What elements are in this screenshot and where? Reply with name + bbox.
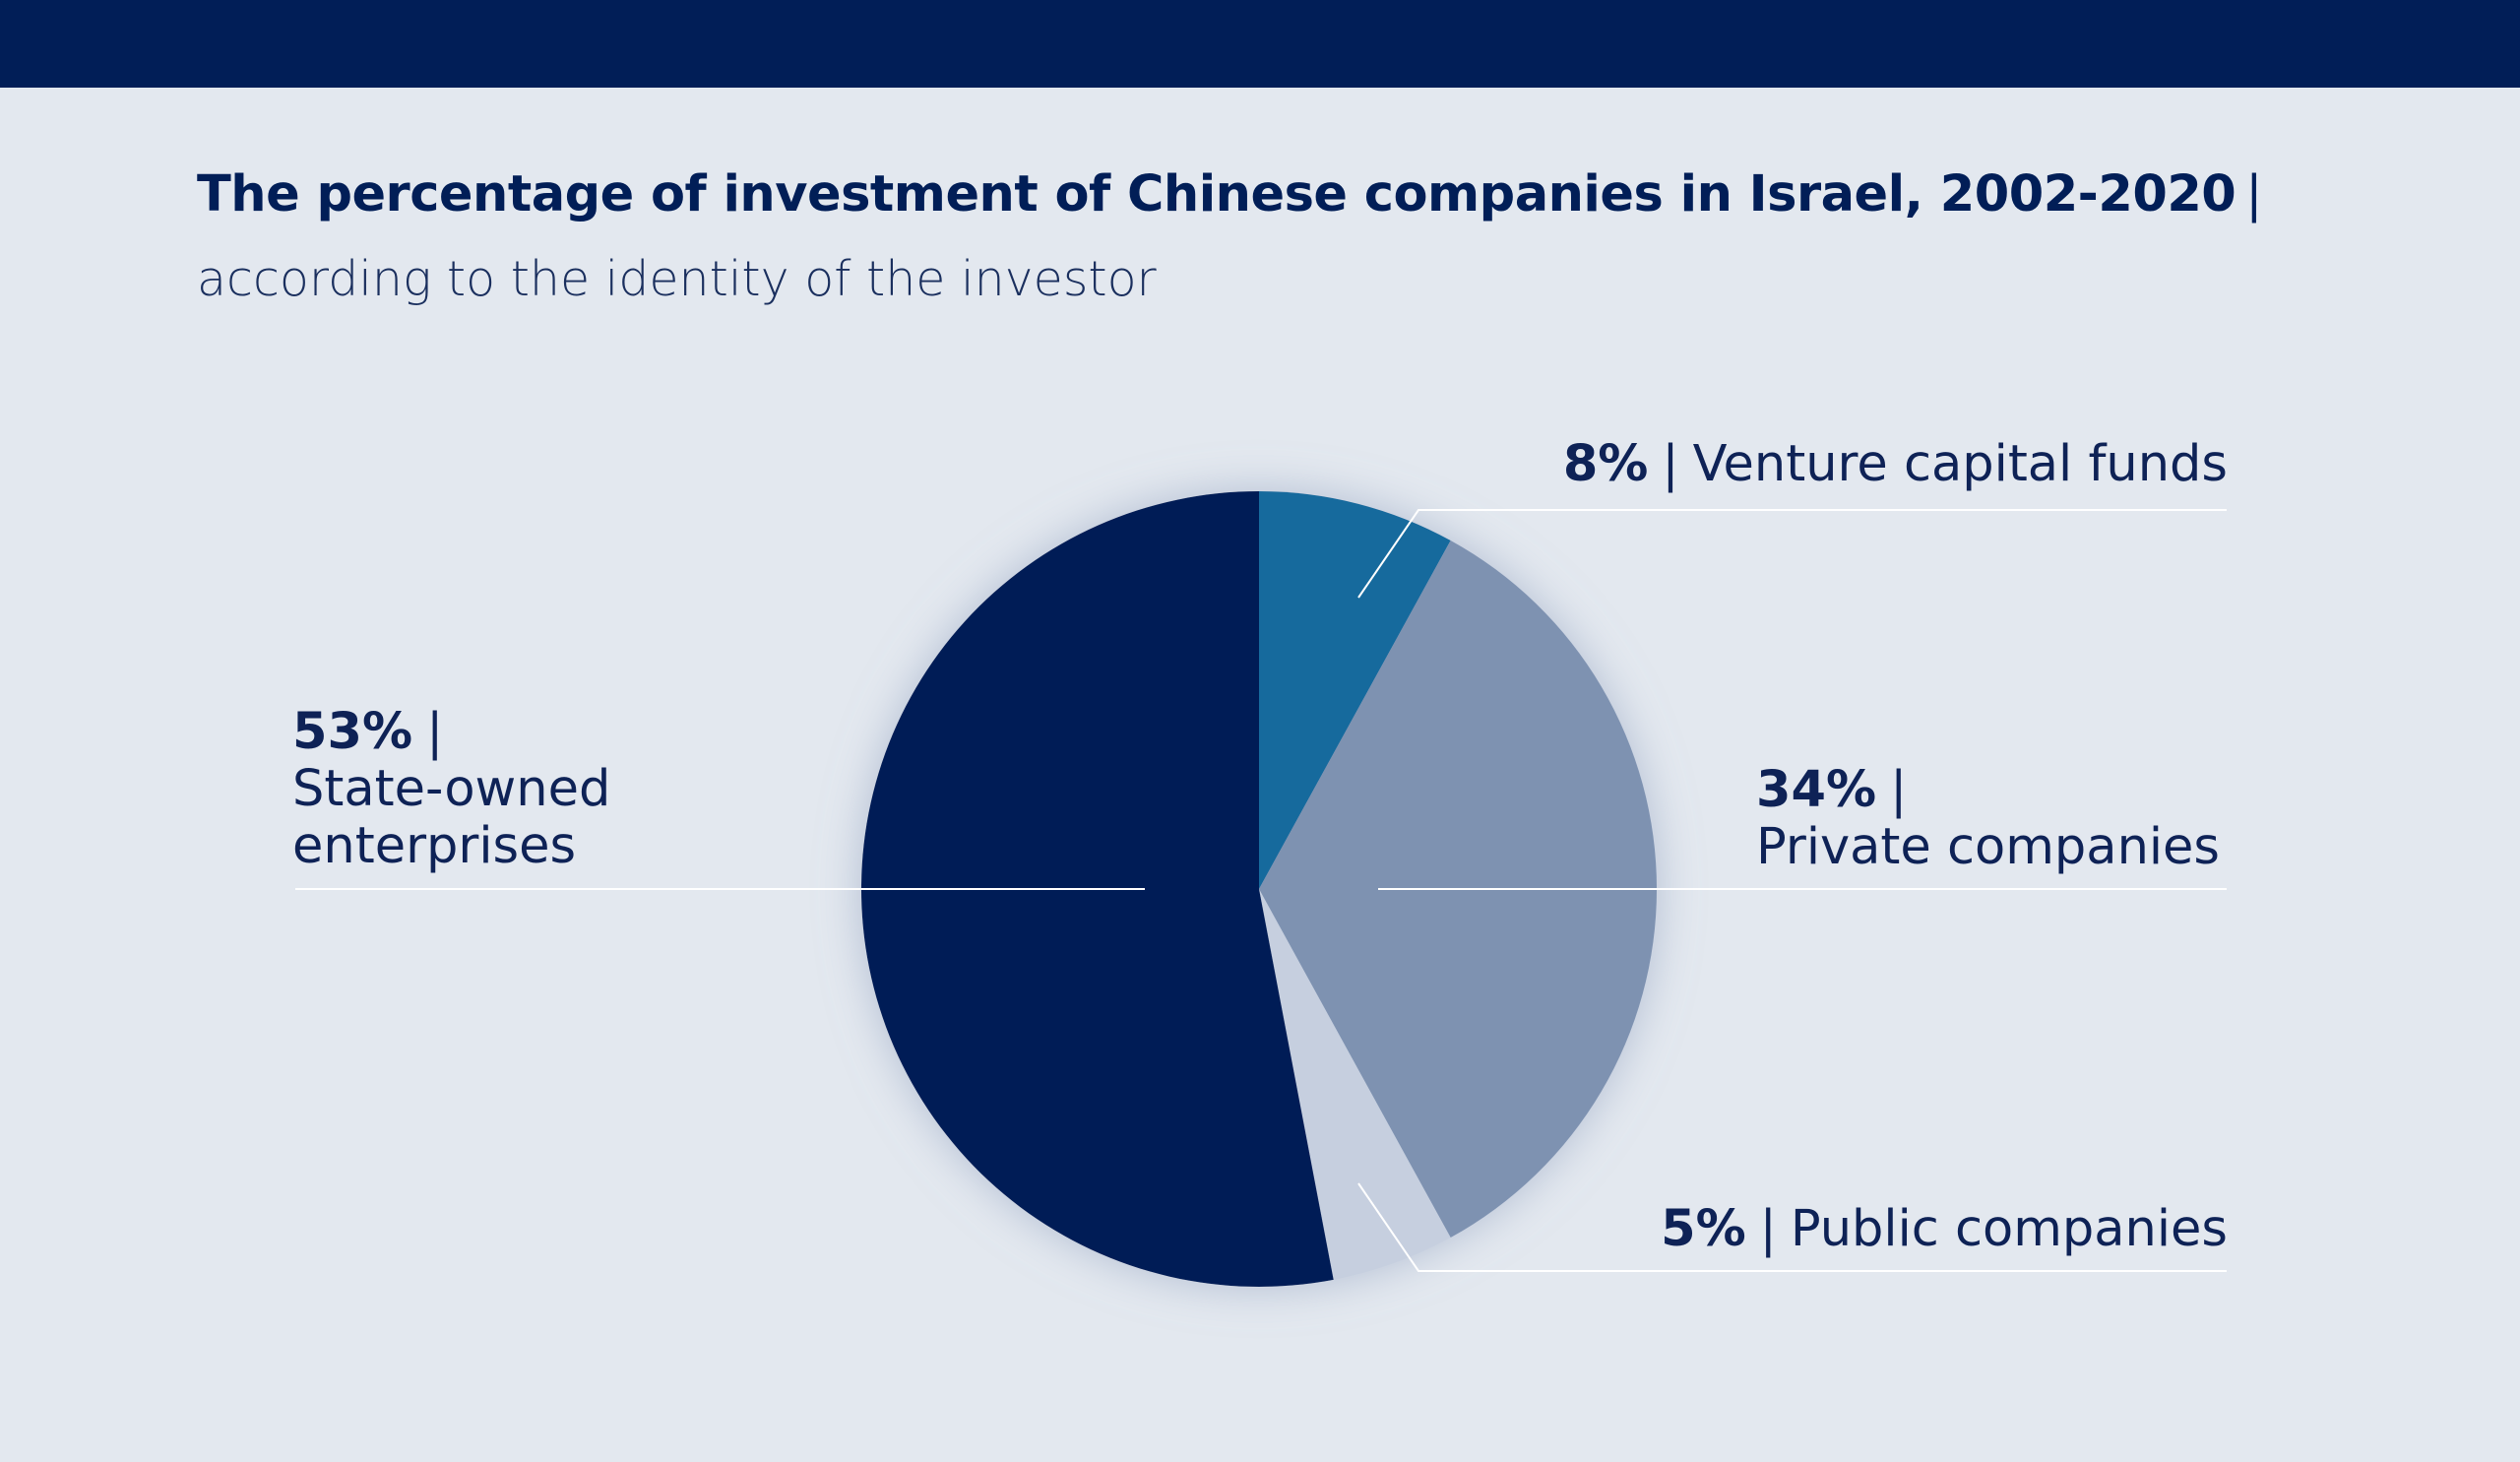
label-separator: | <box>1890 761 1908 819</box>
chart-subtitle: according to the identity of the investo… <box>197 251 1157 307</box>
chart-title: The percentage of investment of Chinese … <box>197 165 2262 223</box>
leader-line-venture-capital <box>1357 509 2227 599</box>
pct-state-owned: 53% <box>292 703 413 761</box>
name-public-companies: Public companies <box>1790 1200 2228 1258</box>
label-state-owned-enterprises: 53% | State-owned enterprises <box>292 704 610 875</box>
slice-public-companies <box>1259 889 1451 1280</box>
pct-private-companies: 34% <box>1756 761 1877 819</box>
name-venture-capital: Venture capital funds <box>1692 435 2228 493</box>
leader-lines <box>295 509 2227 1272</box>
pct-public-companies: 5% <box>1661 1200 1746 1258</box>
name-private-companies: Private companies <box>1756 818 2221 876</box>
chart-title-text: The percentage of investment of Chinese … <box>197 165 2236 223</box>
top-banner <box>0 0 2520 88</box>
pct-venture-capital: 8% <box>1562 435 1649 493</box>
name-state-owned-line2: enterprises <box>292 817 577 875</box>
leader-line-public <box>1357 1182 2227 1272</box>
label-public-companies: 5% | Public companies <box>1661 1201 2228 1258</box>
title-separator: | <box>2245 165 2262 223</box>
label-venture-capital: 8% | Venture capital funds <box>1563 436 2228 493</box>
label-separator: | <box>426 703 444 761</box>
name-state-owned-line1: State-owned <box>292 760 611 818</box>
label-separator: | <box>1662 435 1679 493</box>
label-separator: | <box>1759 1200 1777 1258</box>
slice-venture-capital <box>1259 490 1451 889</box>
label-private-companies: 34% | Private companies <box>1756 762 2220 876</box>
